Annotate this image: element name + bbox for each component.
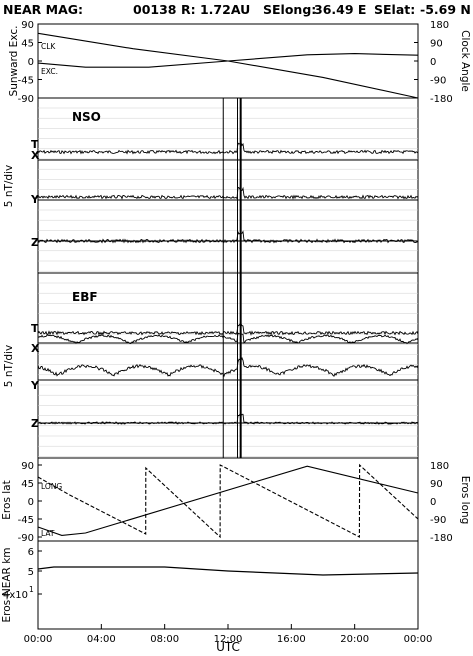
- range-ytick-sup: 1: [29, 585, 34, 594]
- nso-x-label: X: [31, 149, 40, 162]
- range-series: [37, 566, 419, 576]
- eros-ytick-right: 0: [430, 497, 436, 508]
- range-ytick-6: 6: [28, 547, 34, 558]
- ebf-y-label: Y: [30, 379, 40, 392]
- ebf-ylabel: 5 nT/div: [3, 345, 15, 387]
- angles-ytick: 45: [21, 39, 34, 50]
- ebf-trace-z: [37, 413, 419, 425]
- grid-lines: [38, 107, 418, 457]
- nso-z-label: Z: [31, 236, 39, 249]
- header-radius: R: 1.72AU: [181, 2, 250, 17]
- eros-ylabel: Eros lat: [1, 480, 13, 519]
- eros-series-lat: [37, 465, 419, 536]
- angles-series-clk: [37, 32, 419, 99]
- angles-ytick: 0: [28, 57, 34, 68]
- angles-ytick-right: -180: [430, 94, 453, 105]
- data-curves: [37, 32, 419, 576]
- range-ytick-5: 5: [28, 567, 34, 578]
- lat-label: LAT: [41, 529, 55, 538]
- eros-ytick: -90: [18, 533, 34, 544]
- long-label: LONG: [41, 482, 62, 491]
- header-selong-value: 36.49 E: [314, 2, 366, 17]
- eros-ytick: 0: [28, 497, 34, 508]
- x-tick-labels: 00:00 04:00 08:00 12:00 16:00 20:00 00:00: [24, 634, 433, 645]
- angles-ytick: -45: [18, 76, 34, 87]
- panel-nso-frame: [37, 97, 419, 274]
- x-tick-label: 16:00: [277, 634, 306, 645]
- ebf-trace-x: [37, 332, 419, 345]
- angles-ytick-right: 90: [430, 39, 443, 50]
- header-mission: NEAR MAG:: [3, 2, 83, 17]
- panel-eros-frame: [37, 457, 419, 542]
- nso-trace-y: [37, 230, 419, 244]
- range-ylabel: Eros-NEAR km: [1, 547, 13, 622]
- angles-ylabel: Sunward Exc.: [8, 26, 20, 97]
- nso-t-label: T: [31, 138, 39, 151]
- nso-ylabel: 5 nT/div: [3, 165, 15, 207]
- ebf-z-label: Z: [31, 417, 39, 430]
- exc-label: EXC.: [41, 67, 58, 76]
- x-tick-label: 00:00: [24, 634, 53, 645]
- eros-series-long: [37, 463, 419, 539]
- nso-trace-x: [37, 186, 419, 200]
- header-selat-value: -5.69 N: [420, 2, 471, 17]
- angles-ytick-right: 0: [430, 57, 436, 68]
- angles-ytick-right: -90: [430, 76, 446, 87]
- angles-ylabel-right: Clock Angle: [459, 30, 471, 92]
- header-selong-label: SElong:: [263, 2, 316, 17]
- eros-ytick: 45: [21, 479, 34, 490]
- eros-ytick: 90: [21, 461, 34, 472]
- axis-tick-labels: 90 45 0 -45 -90 180 90 0 -90 -180 90 45 0 -45 -90 180 90…: [18, 20, 453, 544]
- x-tick-label: 20:00: [340, 634, 369, 645]
- ebf-title: EBF: [72, 290, 98, 304]
- x-tick-label: 12:00: [214, 634, 243, 645]
- clk-label: CLK: [41, 42, 56, 51]
- header-day: 00138: [133, 2, 177, 17]
- eros-ytick-right: 90: [430, 479, 443, 490]
- x-axis-label: UTC: [216, 640, 240, 654]
- eros-ylabel-right: Eros long: [459, 476, 471, 525]
- ebf-t-label: T: [31, 322, 39, 335]
- ebf-trace-t: [37, 323, 419, 336]
- angles-ytick: 90: [21, 20, 34, 31]
- eros-ytick-right: 180: [430, 461, 449, 472]
- angles-ytick: -90: [18, 94, 34, 105]
- ebf-trace-y: [37, 356, 419, 378]
- x-tick-label: 04:00: [87, 634, 116, 645]
- header-selat-label: SElat:: [374, 2, 415, 17]
- ebf-x-label: X: [31, 342, 40, 355]
- eros-ytick-right: -180: [430, 533, 453, 544]
- angles-ytick-right: 180: [430, 20, 449, 31]
- nso-y-label: Y: [30, 193, 40, 206]
- eros-ytick: -45: [18, 515, 34, 526]
- range-ytick-4: 4x10: [3, 590, 28, 601]
- x-tick-label: 00:00: [404, 634, 433, 645]
- panel-range-frame: [37, 540, 419, 630]
- nso-trace-t: [37, 141, 419, 155]
- eros-ytick-right: -90: [430, 515, 446, 526]
- axis-ticks: [37, 23, 419, 629]
- x-tick-label: 08:00: [150, 634, 179, 645]
- nso-title: NSO: [72, 110, 101, 124]
- angles-series-exc: [37, 53, 419, 68]
